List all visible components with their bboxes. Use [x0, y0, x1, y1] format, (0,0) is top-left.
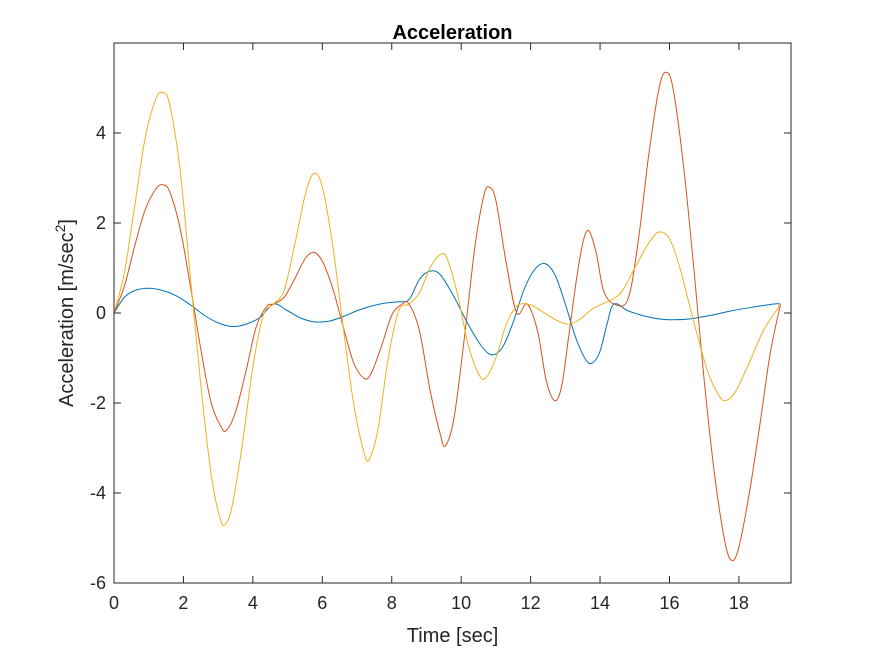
x-tick-label: 14: [590, 593, 610, 613]
x-tick-label: 8: [387, 593, 397, 613]
series-layer: [113, 71, 782, 562]
y-tick-label: 0: [96, 303, 106, 323]
x-tick-label: 6: [317, 593, 327, 613]
y-axis-label-main: Acceleration [m/sec: [56, 232, 78, 407]
y-axis-label-superscript: 2: [52, 224, 68, 232]
x-tick-label: 2: [178, 593, 188, 613]
chart-title: Acceleration: [392, 22, 512, 44]
x-tick-label: 12: [521, 593, 541, 613]
series-line-2: [113, 71, 782, 562]
x-axis: 0 2 4 6 8 10 12 14 16 18: [109, 43, 749, 613]
x-tick-label: 10: [451, 593, 471, 613]
y-tick-label: 4: [96, 123, 106, 143]
y-tick-label: -2: [90, 393, 106, 413]
y-tick-label: 2: [96, 213, 106, 233]
x-axis-label: Time [sec]: [407, 625, 499, 647]
x-tick-label: 4: [248, 593, 258, 613]
x-tick-label: 16: [659, 593, 679, 613]
y-tick-label: -4: [90, 483, 106, 503]
series-line-3: [113, 91, 782, 526]
y-tick-label: -6: [90, 573, 106, 593]
y-axis-label: Acceleration [m/sec2]: [52, 219, 78, 407]
series-line-1: [113, 262, 781, 365]
x-tick-label: 18: [729, 593, 749, 613]
plot-area: [114, 43, 791, 583]
y-axis-label-close: ]: [56, 219, 78, 225]
x-tick-label: 0: [109, 593, 119, 613]
y-axis: -6 -4 -2 0 2 4: [90, 123, 791, 593]
